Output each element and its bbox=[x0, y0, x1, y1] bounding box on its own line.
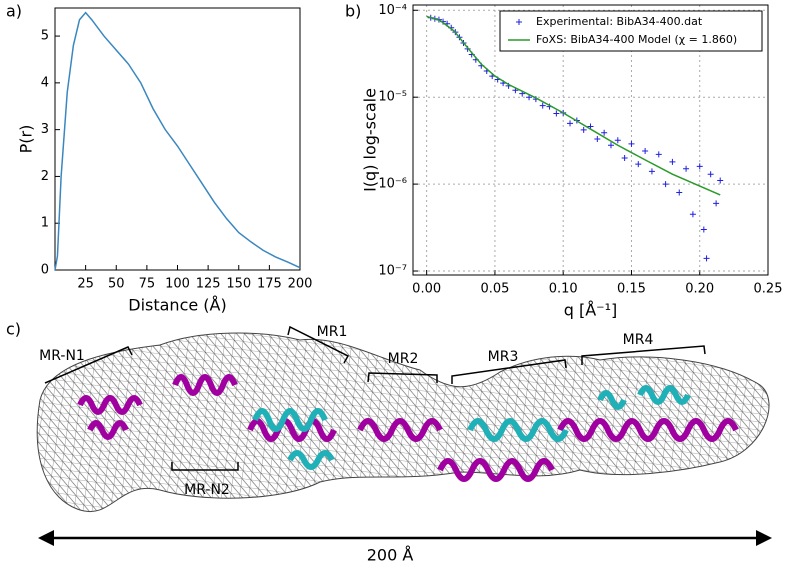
y-tick-label: 5 bbox=[41, 29, 49, 44]
data-point bbox=[707, 171, 714, 178]
legend-swatch bbox=[516, 19, 522, 25]
y-tick-label: 4 bbox=[41, 75, 49, 90]
data-point bbox=[580, 126, 587, 133]
x-tick-label: 0.00 bbox=[412, 282, 441, 297]
y-tick-label: 2 bbox=[41, 169, 49, 184]
data-point bbox=[553, 110, 560, 117]
y-tick-label: 10⁻⁷ bbox=[378, 264, 407, 279]
data-point bbox=[683, 165, 690, 172]
data-point bbox=[717, 177, 724, 184]
data-point bbox=[601, 129, 608, 136]
legend-label: Experimental: BibA34-400.dat bbox=[536, 15, 703, 28]
data-point bbox=[635, 161, 642, 168]
data-point bbox=[713, 200, 720, 207]
x-tick-label: 0.25 bbox=[754, 282, 783, 297]
panel-label: c) bbox=[6, 320, 21, 339]
data-point bbox=[689, 211, 696, 218]
y-tick-label: 10⁻⁶ bbox=[378, 177, 407, 192]
legend-box bbox=[499, 10, 763, 52]
charts: a) 25 50 75 100 125 150 175 200 0 1 2 3 4 5 Distance (Å… bbox=[6, 2, 782, 320]
pr-line bbox=[54, 11, 301, 271]
x-tick-label: 0.20 bbox=[685, 282, 714, 297]
region-label: MR4 bbox=[623, 332, 654, 348]
data-point bbox=[628, 140, 635, 147]
data-point bbox=[642, 148, 649, 155]
x-tick-label: 50 bbox=[108, 277, 125, 292]
structure-diagram: c) MR-N1 MR1 MR2 MR3 MR4 MR-N2 200 Å bbox=[6, 320, 772, 565]
y-tick-label: 10⁻⁴ bbox=[378, 3, 407, 18]
helix-model-a bbox=[77, 374, 739, 482]
data-point bbox=[703, 255, 710, 262]
legend-label: FoXS: BibA34-400 Model (χ = 1.860) bbox=[536, 33, 737, 46]
data-point bbox=[669, 158, 676, 165]
x-tick-label: 0.05 bbox=[480, 282, 509, 297]
y-tick-label: 10⁻⁵ bbox=[378, 90, 407, 105]
plot-frame bbox=[54, 7, 301, 271]
region-label: MR3 bbox=[488, 349, 519, 365]
data-point bbox=[607, 142, 614, 149]
x-tick-label: 75 bbox=[139, 277, 156, 292]
y-axis-label: P(r) bbox=[17, 125, 36, 154]
helix-model-b bbox=[252, 385, 691, 470]
plot-frame bbox=[412, 4, 769, 276]
x-tick-label: 0.10 bbox=[549, 282, 578, 297]
data-point bbox=[621, 154, 628, 161]
data-point bbox=[594, 136, 601, 143]
x-axis-label: Distance (Å) bbox=[128, 296, 226, 315]
x-tick-label: 0.15 bbox=[617, 282, 646, 297]
data-point bbox=[696, 163, 703, 170]
data-point bbox=[614, 137, 621, 144]
x-tick-label: 100 bbox=[165, 277, 190, 292]
x-tick-label: 25 bbox=[77, 277, 94, 292]
data-point bbox=[655, 151, 662, 158]
region-label: MR2 bbox=[388, 351, 419, 367]
region-label: MR1 bbox=[317, 324, 348, 340]
region-label: MR-N2 bbox=[184, 482, 230, 498]
data-point bbox=[567, 120, 574, 127]
x-tick-label: 150 bbox=[226, 277, 251, 292]
data-point bbox=[662, 181, 669, 188]
y-tick-label: 1 bbox=[41, 216, 49, 231]
y-tick-label: 3 bbox=[41, 122, 49, 137]
data-point bbox=[676, 189, 683, 196]
region-label: MR-N1 bbox=[39, 348, 85, 364]
scale-label: 200 Å bbox=[367, 546, 414, 565]
panel-label: b) bbox=[345, 2, 361, 21]
x-axis-label: q [Å⁻¹] bbox=[564, 301, 618, 320]
brackets bbox=[44, 325, 706, 471]
model-line bbox=[426, 15, 721, 196]
x-tick-label: 125 bbox=[196, 277, 221, 292]
data-point bbox=[700, 226, 707, 233]
panel-label: a) bbox=[6, 2, 22, 21]
x-tick-label: 200 bbox=[288, 277, 313, 292]
y-tick-label: 0 bbox=[41, 263, 49, 278]
data-point bbox=[539, 102, 546, 109]
data-point bbox=[648, 168, 655, 175]
scale-arrow bbox=[38, 530, 772, 546]
y-axis-label: I(q) log-scale bbox=[361, 88, 380, 192]
x-tick-label: 175 bbox=[257, 277, 282, 292]
